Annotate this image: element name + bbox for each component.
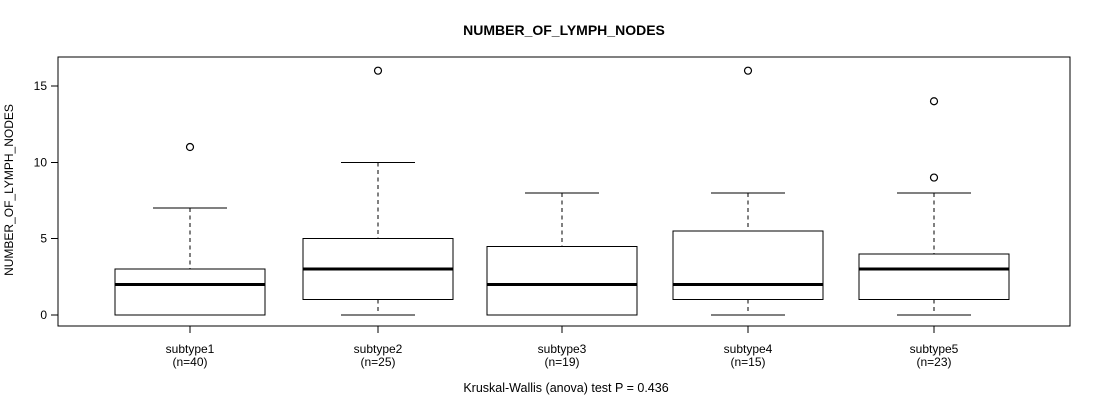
category-n-label: (n=19) [544,355,579,369]
category-label: subtype5 [910,342,959,356]
boxplot-subtype2: subtype2(n=25) [302,66,454,369]
boxplot-subtype1: subtype1(n=40) [114,142,266,369]
category-n-label: (n=23) [916,355,951,369]
y-tick-label: 15 [34,79,48,93]
outlier-point [373,66,383,75]
boxplot-subtype3: subtype3(n=19) [486,192,638,369]
iqr-box [858,253,1010,301]
kruskal-wallis-caption: Kruskal-Wallis (anova) test P = 0.436 [463,381,668,395]
y-tick-label: 5 [40,232,47,246]
category-label: subtype4 [724,342,773,356]
category-n-label: (n=40) [172,355,207,369]
category-label: subtype3 [538,342,587,356]
plot-frame [57,56,1071,327]
y-tick-label: 0 [40,308,47,322]
y-tick-label: 10 [34,155,48,169]
category-label: subtype2 [354,342,403,356]
outlier-point [929,173,939,182]
iqr-box [672,230,824,301]
outlier-point [185,142,195,152]
boxplot-subtype5: subtype5(n=23) [858,97,1010,369]
category-label: subtype1 [166,342,215,356]
boxplot-subtype4: subtype4(n=15) [672,66,824,369]
plot-generated-content: 051015subtype1(n=40)subtype2(n=25)subtyp… [34,56,1071,369]
chart-title: NUMBER_OF_LYMPH_NODES [463,22,665,38]
category-n-label: (n=15) [730,355,765,369]
iqr-box [486,245,638,316]
outlier-point [929,97,939,106]
category-n-label: (n=25) [360,355,395,369]
outlier-point [743,66,753,75]
y-axis-title: NUMBER_OF_LYMPH_NODES [2,104,16,276]
iqr-box [114,268,266,316]
